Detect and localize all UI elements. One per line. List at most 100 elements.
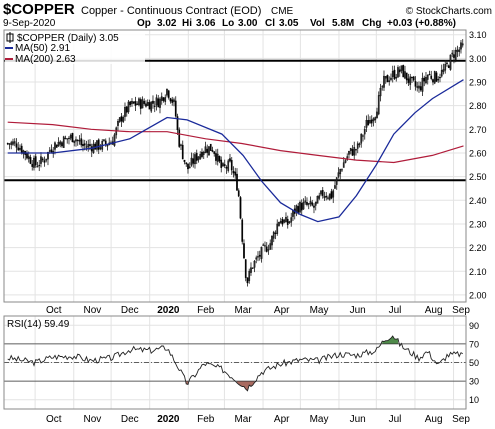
- price-candle: [13, 138, 16, 147]
- price-candle: [24, 150, 27, 161]
- rsi-x-tick: Nov: [84, 414, 102, 425]
- price-candle: [157, 94, 160, 108]
- price-candle: [311, 199, 314, 207]
- price-candle: [381, 84, 384, 91]
- price-candle: [358, 142, 361, 148]
- price-candle: [36, 161, 39, 168]
- price-candle: [153, 100, 156, 113]
- rsi-y-tick: 30: [469, 377, 479, 387]
- price-candle: [393, 65, 396, 81]
- price-candle: [395, 73, 398, 82]
- price-candle: [232, 166, 235, 178]
- price-candle: [134, 96, 137, 112]
- price-x-tick: 2020: [157, 305, 180, 316]
- price-candle: [166, 88, 168, 98]
- rsi-panel: 10 30 50 70 90 Oct Nov Dec 2020 Feb Mar Apr May Jun J…: [3, 315, 479, 425]
- price-candle: [374, 116, 377, 123]
- price-candle: [411, 76, 413, 84]
- price-candle: [243, 239, 245, 260]
- price-candle: [181, 140, 184, 160]
- price-candle: [260, 246, 263, 263]
- price-candle: [330, 188, 333, 200]
- price-candle: [309, 196, 312, 207]
- price-candle: [143, 98, 146, 106]
- price-candle: [162, 97, 165, 103]
- price-candle: [160, 92, 163, 105]
- rsi-line: [7, 335, 463, 392]
- price-candle: [50, 144, 53, 154]
- price-candle: [19, 144, 21, 152]
- price-candle: [190, 152, 193, 167]
- price-candle: [334, 180, 336, 190]
- exchange-label: CME: [271, 6, 294, 17]
- price-candle: [363, 125, 366, 140]
- price-candle: [316, 195, 319, 204]
- price-candle: [76, 139, 79, 146]
- price-candle: [171, 96, 174, 106]
- price-candle: [365, 115, 368, 133]
- price-candle: [209, 143, 212, 151]
- rsi-x-tick: Jul: [389, 414, 402, 425]
- price-candle: [127, 100, 130, 114]
- rsi-panel-frame: [3, 315, 467, 410]
- price-candle: [152, 95, 154, 109]
- price-candle: [125, 106, 128, 117]
- hi-label: Hi: [182, 18, 192, 29]
- price-x-tick: Feb: [197, 305, 215, 316]
- price-candle: [202, 150, 205, 159]
- price-candle: [369, 116, 371, 124]
- vol-label: Vol: [310, 18, 325, 29]
- price-y-tick: 2.60: [469, 148, 487, 158]
- rsi-oversold-fill: [236, 381, 255, 391]
- price-candle: [423, 75, 426, 87]
- price-candle: [281, 217, 284, 227]
- price-y-tick: 2.70: [469, 125, 487, 135]
- price-candle: [129, 100, 132, 108]
- price-candle: [430, 70, 433, 81]
- rsi-x-tick: Aug: [425, 414, 443, 425]
- price-candle: [230, 157, 233, 175]
- chg-value: +0.03 (+0.88%): [387, 18, 456, 29]
- price-candle: [307, 202, 310, 210]
- source-label[interactable]: © StockCharts.com: [406, 6, 492, 17]
- price-candle: [337, 167, 340, 179]
- price-candle: [41, 156, 44, 163]
- price-candle: [274, 230, 277, 240]
- price-candle: [229, 154, 231, 163]
- price-candle: [391, 65, 394, 83]
- rsi-x-tick: Apr: [274, 414, 290, 425]
- price-candle: [278, 221, 280, 227]
- price-candle: [148, 99, 151, 110]
- price-y-tick: 2.10: [469, 267, 487, 277]
- price-candle: [146, 99, 149, 107]
- price-candle: [435, 70, 438, 82]
- ma200-line: [7, 121, 464, 164]
- price-candle: [99, 144, 102, 151]
- price-candle: [454, 47, 457, 63]
- price-candle: [246, 277, 249, 287]
- rsi-y-tick: 10: [469, 395, 479, 405]
- price-candle: [227, 158, 230, 173]
- legend-ma50-label: MA(50) 2.91: [15, 43, 70, 54]
- price-candle: [208, 146, 210, 157]
- price-candle: [115, 126, 118, 139]
- price-candle: [33, 155, 35, 171]
- price-candle: [447, 64, 450, 69]
- price-candle: [460, 39, 462, 54]
- price-candle: [220, 156, 223, 173]
- price-candle: [106, 144, 109, 151]
- price-candle: [377, 91, 380, 116]
- rsi-x-tick: May: [310, 414, 329, 425]
- price-candle: [349, 147, 352, 155]
- price-candle: [255, 255, 258, 264]
- price-candle: [262, 243, 265, 246]
- price-candle: [236, 168, 238, 191]
- price-candle: [370, 115, 373, 127]
- price-candle: [31, 159, 34, 171]
- price-candle: [117, 119, 119, 132]
- price-x-tick: Aug: [425, 305, 443, 316]
- price-y-tick: 2.40: [469, 196, 487, 206]
- price-candle: [398, 66, 401, 77]
- price-candle: [379, 83, 382, 102]
- price-y-tick: 2.30: [469, 219, 487, 229]
